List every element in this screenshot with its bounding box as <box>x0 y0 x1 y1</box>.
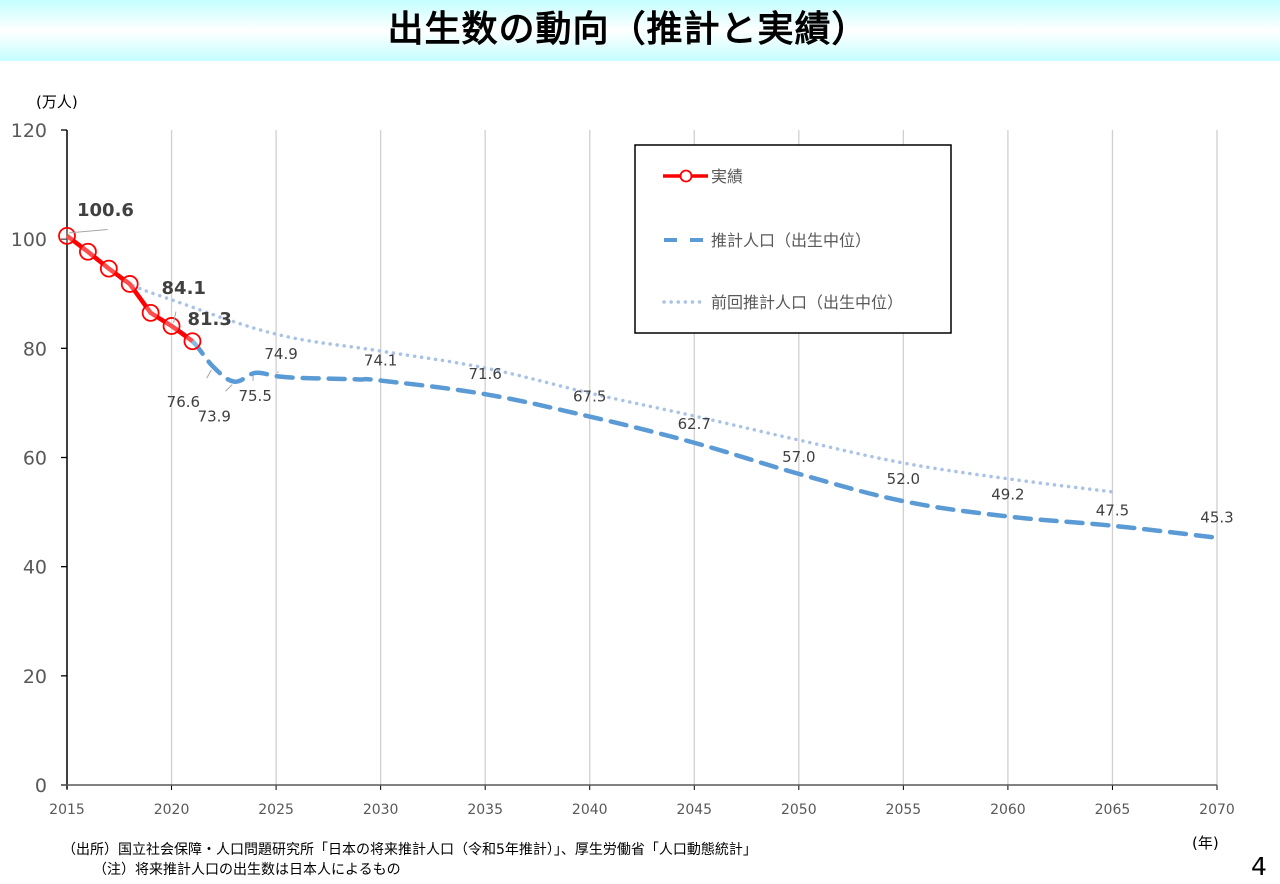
x-tick-label: 2015 <box>49 802 85 818</box>
actual-point-2021 <box>183 332 202 351</box>
x-tick-label: 2030 <box>363 802 399 818</box>
axes: 2015 2020 2025 2030 2035 2040 2045 2050 2055 2060… <box>11 93 1235 818</box>
data-label: 84.1 <box>162 278 206 299</box>
legend-actual-label: 実績 <box>711 167 743 186</box>
legend-actual-marker <box>679 169 693 183</box>
data-labels: 100.6 84.1 81.3 76.673.9 75.5 74.9 74.1 71.6 67.… <box>68 200 1234 527</box>
actual-point-2020 <box>162 317 181 335</box>
y-tick-label: 120 <box>11 120 47 142</box>
x-tick-label: 2045 <box>676 802 712 818</box>
x-axis-unit: (年) <box>1192 834 1219 852</box>
data-label: 49.2 <box>991 485 1024 503</box>
actual-point-2019 <box>141 303 160 322</box>
legend-projection-label: 推計人口（出生中位） <box>711 231 871 250</box>
legend-previous-label: 前回推計人口（出生中位） <box>711 293 903 312</box>
series-layer <box>58 226 1220 540</box>
x-tick-label: 2050 <box>781 802 817 818</box>
x-tick-label: 2060 <box>990 802 1026 818</box>
data-label: 100.6 <box>77 200 134 221</box>
data-label: 81.3 <box>187 309 231 330</box>
series-projection-line <box>169 323 1220 540</box>
label-leader-line <box>206 369 212 379</box>
footnote: （注）将来推計人口の出生数は日本人によるもの <box>93 862 401 878</box>
x-tick-label: 2065 <box>1095 802 1131 818</box>
y-tick-label: 100 <box>11 229 47 251</box>
x-tick-label: 2020 <box>154 802 190 818</box>
y-tick-label: 60 <box>23 448 47 470</box>
data-label: 45.3 <box>1200 509 1233 527</box>
data-label: 71.6 <box>468 365 501 383</box>
y-tick-label: 0 <box>35 775 47 797</box>
x-tick-label: 2070 <box>1199 802 1235 818</box>
actual-point-2018 <box>120 275 139 293</box>
y-axis-unit: (万人) <box>36 93 78 111</box>
title-banner: 出生数の動向（推計と実績） <box>0 0 1280 61</box>
source-note: （出所）国立社会保障・人口問題研究所「日本の将来推計人口（令和5年推計）」、厚生… <box>62 842 757 858</box>
series-actual-line <box>65 234 194 344</box>
actual-point-2016 <box>79 242 97 261</box>
page-title: 出生数の動向（推計と実績） <box>387 9 869 50</box>
y-tick-label: 40 <box>23 557 47 579</box>
y-tick-label: 80 <box>23 338 47 360</box>
data-label: 76.6 <box>167 393 200 411</box>
actual-point-2015 <box>58 226 76 245</box>
series-previous-projection-line <box>86 249 1115 494</box>
y-tick-label: 20 <box>23 666 47 688</box>
data-label: 73.9 <box>198 408 231 426</box>
x-tick-label: 2040 <box>572 802 608 818</box>
page-number: 4 <box>1251 852 1267 881</box>
data-label: 74.1 <box>364 352 397 370</box>
data-label: 57.0 <box>782 448 815 466</box>
data-label: 52.0 <box>887 470 920 488</box>
data-label: 47.5 <box>1096 502 1129 520</box>
label-leader-line <box>173 311 177 324</box>
x-tick-label: 2035 <box>467 802 503 818</box>
x-tick-label: 2025 <box>258 802 294 818</box>
data-label: 67.5 <box>573 388 606 406</box>
data-label: 75.5 <box>238 387 271 405</box>
label-leader-line <box>225 384 233 392</box>
data-label: 62.7 <box>678 415 711 433</box>
actual-point-2017 <box>99 259 118 278</box>
data-label: 74.9 <box>264 345 297 363</box>
label-leader-line <box>68 228 108 234</box>
x-tick-label: 2055 <box>886 802 922 818</box>
